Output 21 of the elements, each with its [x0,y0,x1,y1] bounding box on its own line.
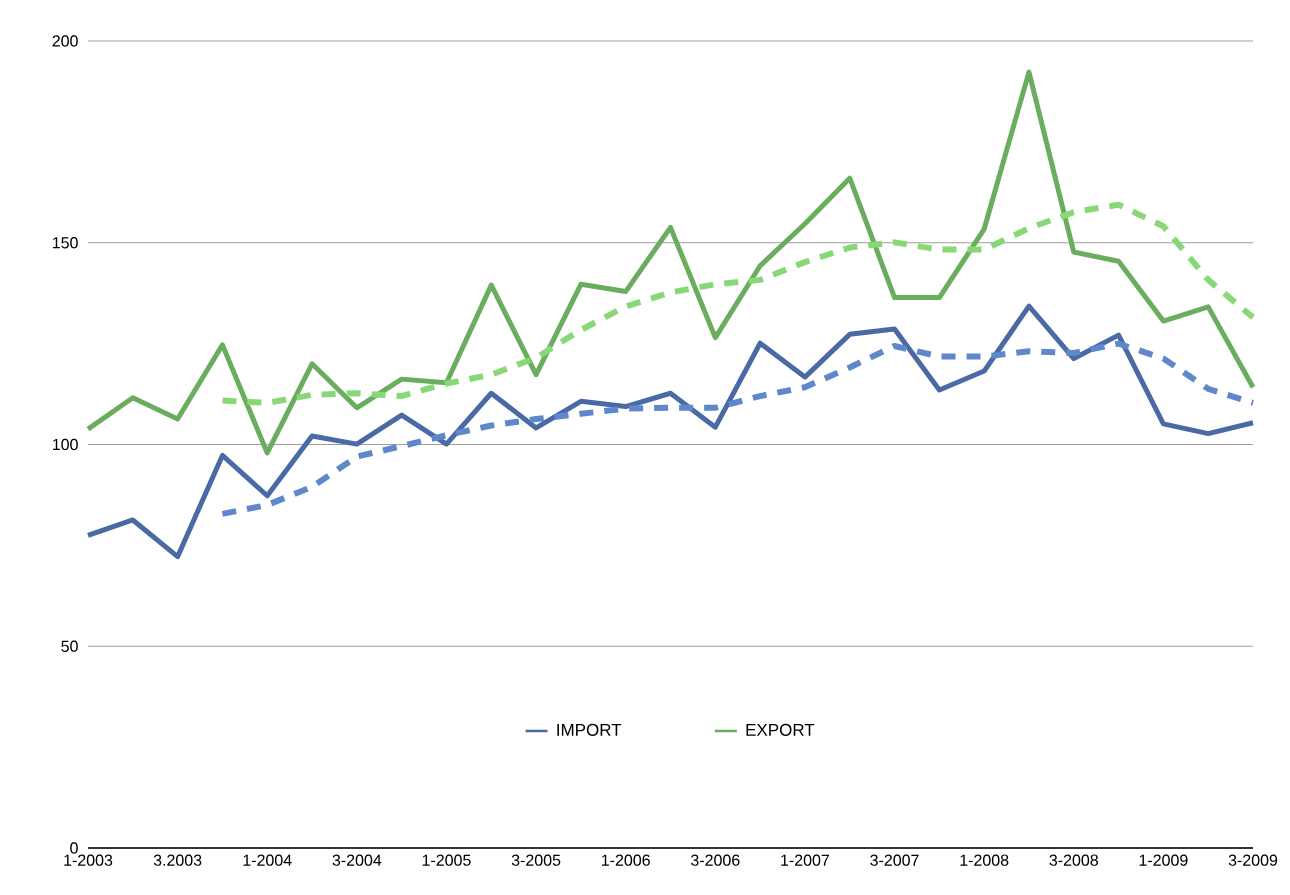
x-tick-label: 3-2005 [511,854,561,866]
x-tick-label: 3-2009 [1228,854,1278,866]
x-tick-label: 3-2007 [870,854,919,866]
legend-label: EXPORT [746,723,815,736]
x-tick-label: 1-2009 [1139,854,1188,866]
y-tick-label: 100 [53,438,78,451]
x-tick-label: 1-2004 [243,854,292,866]
x-tick-label: 1-2006 [602,854,650,866]
x-tick-label: 1-2005 [422,854,471,866]
x-tick-label: 1-2007 [781,854,830,866]
legend-label: IMPORT [557,723,622,736]
x-tick-label: 3-2004 [332,854,382,866]
x-tick-label: 3.2003 [153,854,202,866]
x-tick-label: 3-2006 [691,854,740,866]
x-tick-label: 1-2003 [64,854,113,866]
x-tick-label: 1-2008 [960,854,1009,866]
y-tick-label: 0 [70,842,78,854]
x-tick-label: 3-2008 [1049,854,1098,866]
y-tick-label: 200 [52,35,78,47]
y-tick-label: 150 [53,237,78,249]
y-tick-label: 50 [61,640,78,652]
